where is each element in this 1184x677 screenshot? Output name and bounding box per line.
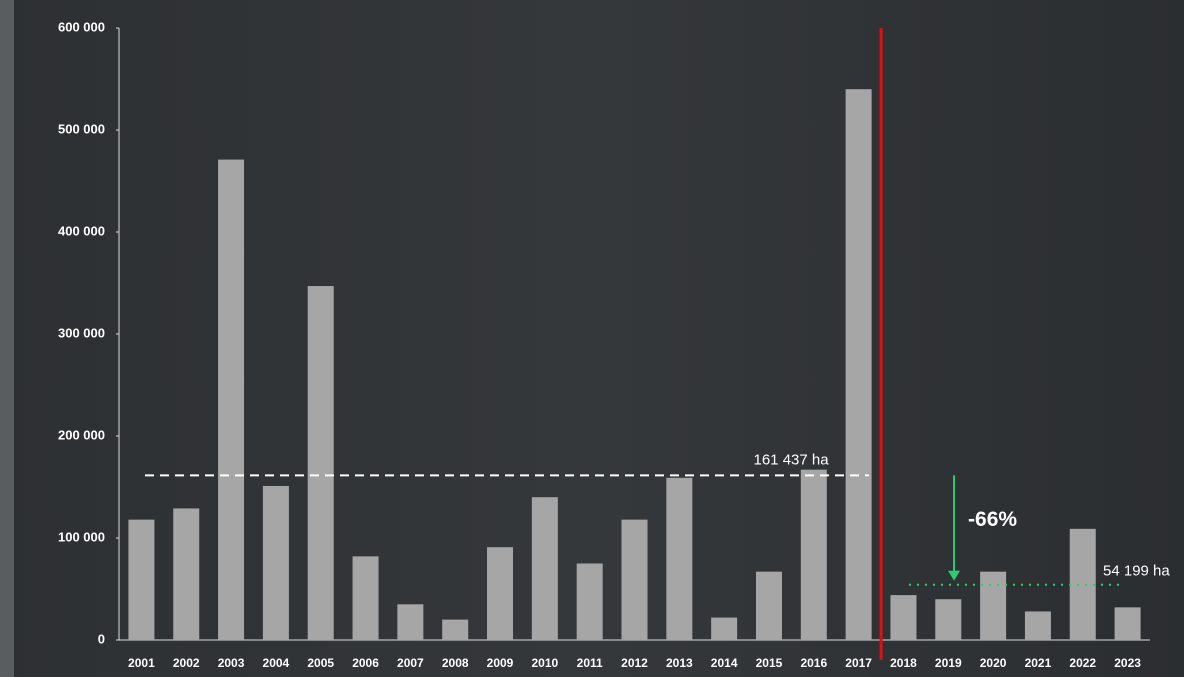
bar bbox=[1024, 611, 1051, 640]
left-edge bbox=[0, 0, 14, 677]
bar bbox=[218, 159, 245, 640]
x-tick-label: 2016 bbox=[800, 656, 827, 670]
bar bbox=[711, 617, 738, 640]
bar bbox=[531, 497, 558, 640]
bar bbox=[397, 604, 424, 640]
x-tick-label: 2007 bbox=[397, 656, 424, 670]
x-tick-label: 2011 bbox=[577, 656, 603, 670]
x-tick-label: 2006 bbox=[352, 656, 379, 670]
x-tick-label: 2013 bbox=[666, 656, 693, 670]
bar bbox=[800, 469, 827, 640]
x-tick-label: 2009 bbox=[487, 656, 514, 670]
y-tick-label: 300 000 bbox=[58, 325, 105, 340]
bar bbox=[307, 286, 334, 640]
bar bbox=[173, 508, 200, 640]
average-label: 161 437 ha bbox=[754, 451, 830, 468]
bar bbox=[352, 556, 379, 640]
x-tick-label: 2012 bbox=[621, 656, 648, 670]
x-tick-label: 2019 bbox=[935, 656, 962, 670]
bar bbox=[845, 89, 872, 640]
x-tick-label: 2022 bbox=[1069, 656, 1096, 670]
bar bbox=[487, 547, 514, 640]
bar bbox=[1114, 607, 1141, 640]
x-tick-label: 2008 bbox=[442, 656, 469, 670]
bar bbox=[666, 477, 693, 640]
x-tick-label: 2010 bbox=[531, 656, 558, 670]
bar bbox=[262, 485, 289, 640]
y-tick-label: 500 000 bbox=[58, 121, 105, 136]
bar bbox=[980, 571, 1007, 640]
average-label: 54 199 ha bbox=[1103, 563, 1170, 580]
x-tick-label: 2015 bbox=[756, 656, 783, 670]
x-tick-label: 2018 bbox=[890, 656, 917, 670]
y-tick-label: 0 bbox=[98, 631, 105, 646]
y-tick-label: 400 000 bbox=[58, 223, 105, 238]
bar bbox=[576, 563, 603, 640]
bar bbox=[1069, 528, 1096, 640]
bar bbox=[128, 519, 155, 640]
x-tick-label: 2014 bbox=[711, 656, 738, 670]
x-tick-label: 2004 bbox=[263, 656, 290, 670]
x-tick-label: 2001 bbox=[128, 656, 155, 670]
bar bbox=[890, 595, 917, 640]
x-tick-label: 2023 bbox=[1114, 656, 1141, 670]
x-tick-label: 2002 bbox=[173, 656, 200, 670]
x-tick-label: 2020 bbox=[980, 656, 1007, 670]
x-tick-label: 2003 bbox=[218, 656, 245, 670]
y-tick-label: 200 000 bbox=[58, 427, 105, 442]
x-tick-label: 2005 bbox=[307, 656, 334, 670]
change-arrowhead bbox=[948, 570, 961, 581]
y-tick-label: 100 000 bbox=[58, 529, 105, 544]
x-tick-label: 2021 bbox=[1025, 656, 1052, 670]
x-tick-label: 2017 bbox=[845, 656, 872, 670]
bar bbox=[621, 519, 648, 640]
change-label: -66% bbox=[968, 508, 1017, 531]
bar bbox=[755, 571, 782, 640]
y-tick-label: 600 000 bbox=[58, 19, 105, 34]
bar bbox=[935, 599, 962, 640]
bar bbox=[442, 619, 469, 640]
